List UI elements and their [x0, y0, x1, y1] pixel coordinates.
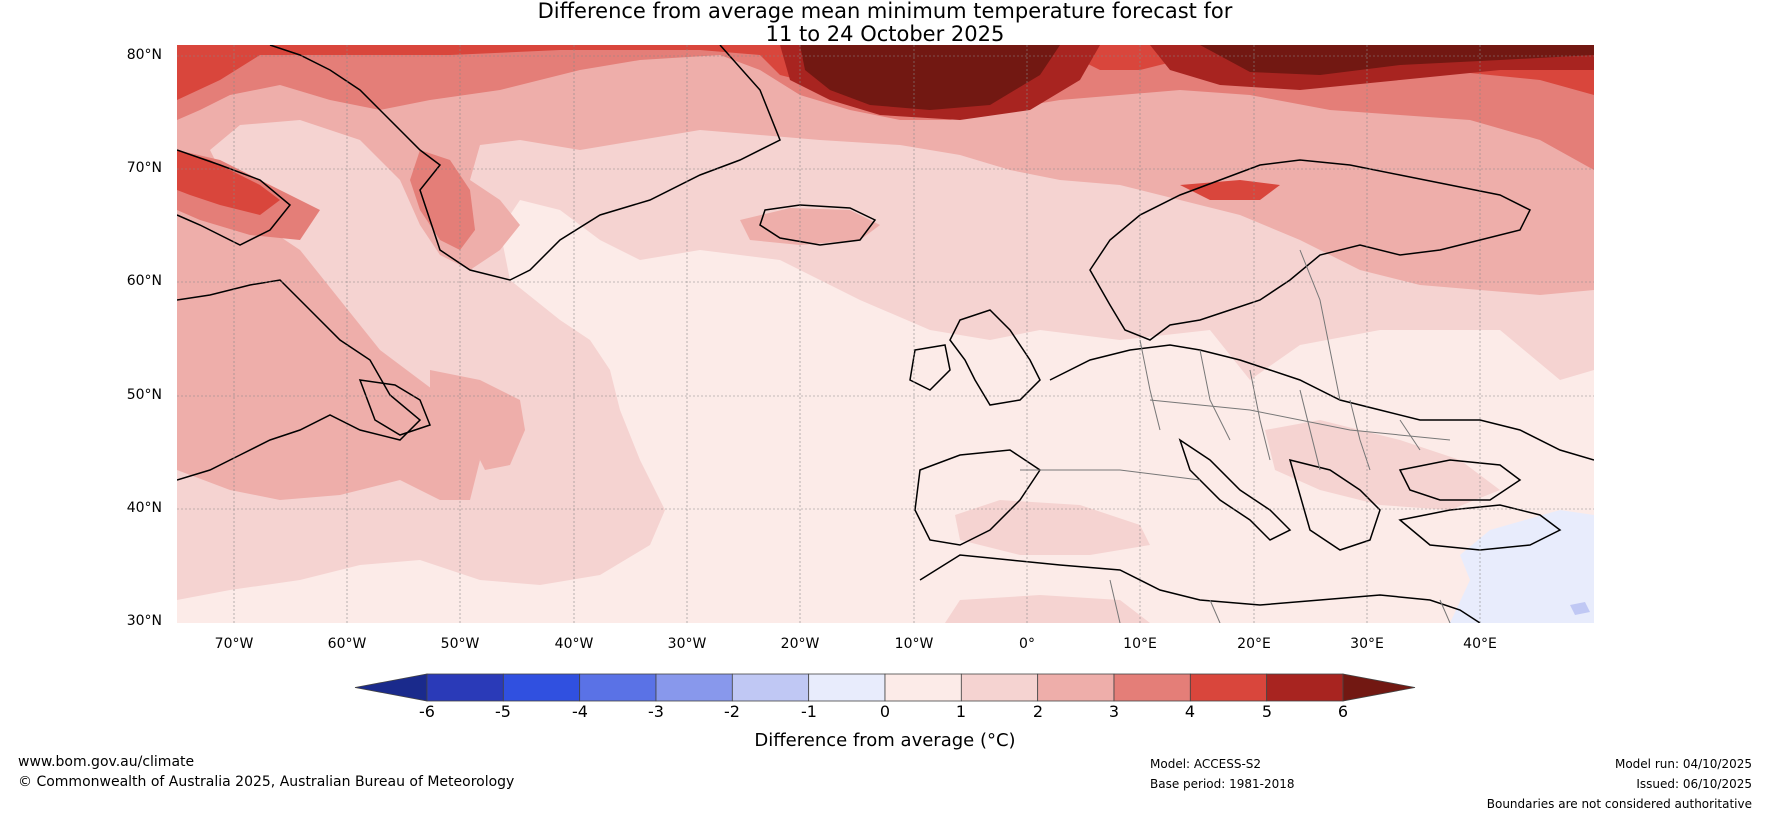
- footer-base-period: Base period: 1981-2018: [1150, 777, 1295, 791]
- anomaly-2-3-nw-atlantic: [430, 370, 525, 470]
- footer-issued: Issued: 06/10/2025: [1636, 777, 1752, 791]
- anomaly-neg-0: [1450, 510, 1594, 623]
- footer-model: Model: ACCESS-S2: [1150, 757, 1262, 771]
- black-sea-coast: [1398, 459, 1522, 501]
- baffin-coast: [177, 149, 292, 246]
- anomaly-2-3: [177, 45, 1594, 500]
- lat-label-70n: 70°N: [126, 160, 162, 176]
- map-area: [177, 45, 1594, 623]
- lon-label-40e: 40°E: [1463, 636, 1497, 652]
- lon-label-10e: 10°E: [1123, 636, 1157, 652]
- colorbar-segment: [808, 673, 886, 702]
- anomaly-2-3-iceland: [740, 208, 880, 245]
- colorbar-label: Difference from average (°C): [754, 730, 1016, 751]
- colorbar-segment: [884, 673, 962, 702]
- colorbar-segment: [731, 673, 810, 702]
- country-borders: [1020, 249, 1451, 623]
- lat-label-30n: 30°N: [126, 613, 162, 629]
- anomaly-4-5-baffin: [177, 150, 280, 215]
- cb-tick-1: 1: [955, 702, 967, 721]
- cb-tick-6: 6: [1337, 702, 1349, 721]
- colorbar-segment: [960, 673, 1039, 702]
- british-isles-coast: [949, 309, 1041, 406]
- lat-label-60n: 60°N: [126, 273, 162, 289]
- lon-label-70w: 70°W: [214, 636, 254, 652]
- title-line-2: 11 to 24 October 2025: [765, 22, 1005, 46]
- cb-tick-3: 3: [1108, 702, 1120, 721]
- colorbar-segment: [1189, 673, 1268, 702]
- graticule: [177, 45, 1594, 623]
- europe-coast: [1049, 344, 1594, 461]
- colorbar-segment: [502, 673, 581, 702]
- colorbar-segment: [1113, 673, 1191, 702]
- newfoundland-coast: [358, 379, 431, 436]
- colorbar-segment: [579, 673, 657, 702]
- cb-tick-m3: -3: [648, 702, 664, 721]
- cb-tick-0: 0: [879, 702, 891, 721]
- anomaly-above-6: [800, 45, 1060, 110]
- cb-tick-5: 5: [1261, 702, 1273, 721]
- colorbar-arrow-high: [1342, 673, 1416, 702]
- title-line-1: Difference from average mean minimum tem…: [537, 0, 1233, 23]
- lat-label-50n: 50°N: [126, 387, 162, 403]
- coastlines: [177, 45, 1594, 623]
- cb-tick-4: 4: [1184, 702, 1196, 721]
- lon-label-20e: 20°E: [1237, 636, 1271, 652]
- cb-tick-m2: -2: [724, 702, 740, 721]
- anomaly-above-6-east: [1200, 45, 1594, 75]
- colorbar-segment: [655, 673, 733, 702]
- footer-website: www.bom.gov.au/climate: [18, 754, 195, 770]
- north-africa-coast: [919, 554, 1481, 623]
- cb-tick-m5: -5: [495, 702, 511, 721]
- cb-tick-m1: -1: [801, 702, 817, 721]
- lon-label-40w: 40°W: [554, 636, 594, 652]
- lon-label-0: 0°: [1019, 636, 1035, 652]
- footer-model-run: Model run: 04/10/2025: [1614, 757, 1752, 771]
- lat-label-40n: 40°N: [126, 500, 162, 516]
- colorbar-segment: [426, 673, 504, 702]
- anomaly-3-4-greenland: [410, 150, 475, 250]
- chart-title: Difference from average mean minimum tem…: [0, 0, 1770, 46]
- lat-label-80n: 80°N: [126, 47, 162, 63]
- lon-label-20w: 20°W: [780, 636, 820, 652]
- lon-label-30e: 30°E: [1350, 636, 1384, 652]
- anomaly-neg-1: [1570, 602, 1590, 615]
- colorbar-segment: [1037, 673, 1115, 702]
- colorbar-segment: [1266, 673, 1344, 702]
- anomaly-1-2-south: [945, 595, 1150, 623]
- cb-tick-m4: -4: [572, 702, 588, 721]
- colorbar-arrow-low: [354, 673, 428, 702]
- italy-coast: [1178, 438, 1292, 541]
- anatolia-coast: [1398, 504, 1562, 551]
- cb-tick-2: 2: [1032, 702, 1044, 721]
- labrador-coast: [177, 279, 422, 481]
- greenland-coast: [269, 45, 781, 281]
- lon-label-50w: 50°W: [440, 636, 480, 652]
- cb-tick-m6: -6: [419, 702, 435, 721]
- iberia-coast: [914, 449, 1042, 546]
- iceland-coast: [759, 204, 877, 246]
- anomaly-1-2-med: [955, 500, 1150, 555]
- lon-label-30w: 30°W: [667, 636, 707, 652]
- lon-label-60w: 60°W: [327, 636, 367, 652]
- footer-copyright: © Commonwealth of Australia 2025, Austra…: [18, 774, 515, 790]
- scandinavia-coast: [1089, 159, 1532, 341]
- balkans-coast: [1288, 458, 1381, 551]
- anomaly-1-2-balkan: [1265, 420, 1500, 510]
- ireland-coast: [909, 344, 951, 391]
- lon-label-10w: 10°W: [894, 636, 934, 652]
- footer-disclaimer: Boundaries are not considered authoritat…: [1486, 797, 1752, 811]
